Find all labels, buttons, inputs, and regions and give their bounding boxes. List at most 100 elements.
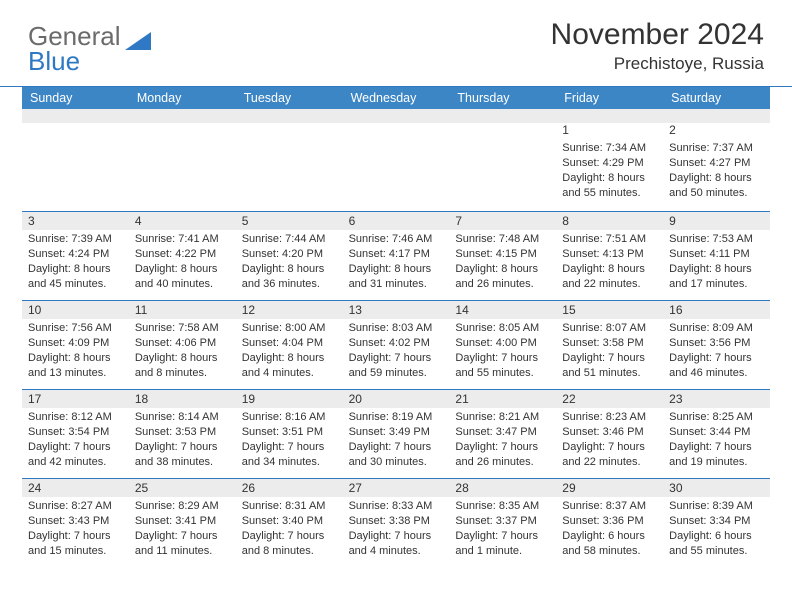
- sunset-text: Sunset: 4:13 PM: [562, 247, 657, 262]
- week-row: 10Sunrise: 7:56 AMSunset: 4:09 PMDayligh…: [22, 300, 770, 389]
- daylight-text: Daylight: 7 hours and 1 minute.: [455, 529, 550, 559]
- daylight-text: Daylight: 8 hours and 26 minutes.: [455, 262, 550, 292]
- sunset-text: Sunset: 3:47 PM: [455, 425, 550, 440]
- dayhead-mon: Monday: [129, 87, 236, 109]
- day-number: 9: [663, 212, 770, 230]
- day-number: 14: [449, 301, 556, 319]
- sunset-text: Sunset: 3:34 PM: [669, 514, 764, 529]
- sunrise-text: Sunrise: 8:12 AM: [28, 410, 123, 425]
- day-cell: 26Sunrise: 8:31 AMSunset: 3:40 PMDayligh…: [236, 479, 343, 567]
- sunset-text: Sunset: 4:20 PM: [242, 247, 337, 262]
- day-body: Sunrise: 8:21 AMSunset: 3:47 PMDaylight:…: [449, 408, 556, 475]
- sunset-text: Sunset: 3:43 PM: [28, 514, 123, 529]
- logo-triangle-icon: [125, 32, 151, 57]
- daylight-text: Daylight: 8 hours and 17 minutes.: [669, 262, 764, 292]
- day-cell: [343, 123, 450, 211]
- sunrise-text: Sunrise: 7:39 AM: [28, 232, 123, 247]
- daylight-text: Daylight: 8 hours and 22 minutes.: [562, 262, 657, 292]
- logo-text: General Blue: [28, 24, 121, 73]
- day-body: Sunrise: 8:27 AMSunset: 3:43 PMDaylight:…: [22, 497, 129, 564]
- day-body: Sunrise: 7:41 AMSunset: 4:22 PMDaylight:…: [129, 230, 236, 297]
- sunrise-text: Sunrise: 7:58 AM: [135, 321, 230, 336]
- daylight-text: Daylight: 8 hours and 55 minutes.: [562, 171, 657, 201]
- week-row: 1Sunrise: 7:34 AMSunset: 4:29 PMDaylight…: [22, 123, 770, 211]
- daylight-text: Daylight: 7 hours and 38 minutes.: [135, 440, 230, 470]
- sunrise-text: Sunrise: 8:35 AM: [455, 499, 550, 514]
- day-body: Sunrise: 7:37 AMSunset: 4:27 PMDaylight:…: [663, 139, 770, 206]
- sunrise-text: Sunrise: 8:39 AM: [669, 499, 764, 514]
- day-cell: 22Sunrise: 8:23 AMSunset: 3:46 PMDayligh…: [556, 390, 663, 478]
- day-cell: 5Sunrise: 7:44 AMSunset: 4:20 PMDaylight…: [236, 212, 343, 300]
- day-number: 19: [236, 390, 343, 408]
- day-cell: 16Sunrise: 8:09 AMSunset: 3:56 PMDayligh…: [663, 301, 770, 389]
- logo-word2: Blue: [28, 46, 80, 76]
- sunrise-text: Sunrise: 8:14 AM: [135, 410, 230, 425]
- day-body: Sunrise: 7:58 AMSunset: 4:06 PMDaylight:…: [129, 319, 236, 386]
- day-cell: 3Sunrise: 7:39 AMSunset: 4:24 PMDaylight…: [22, 212, 129, 300]
- daylight-text: Daylight: 7 hours and 55 minutes.: [455, 351, 550, 381]
- day-body: Sunrise: 8:33 AMSunset: 3:38 PMDaylight:…: [343, 497, 450, 564]
- daylight-text: Daylight: 8 hours and 31 minutes.: [349, 262, 444, 292]
- daylight-text: Daylight: 7 hours and 22 minutes.: [562, 440, 657, 470]
- daylight-text: Daylight: 7 hours and 34 minutes.: [242, 440, 337, 470]
- dayhead-wed: Wednesday: [343, 87, 450, 109]
- day-number: 16: [663, 301, 770, 319]
- sunrise-text: Sunrise: 7:56 AM: [28, 321, 123, 336]
- day-cell: 30Sunrise: 8:39 AMSunset: 3:34 PMDayligh…: [663, 479, 770, 567]
- day-body: Sunrise: 8:07 AMSunset: 3:58 PMDaylight:…: [556, 319, 663, 386]
- day-number: 5: [236, 212, 343, 230]
- sunrise-text: Sunrise: 7:48 AM: [455, 232, 550, 247]
- sunset-text: Sunset: 3:36 PM: [562, 514, 657, 529]
- daylight-text: Daylight: 7 hours and 11 minutes.: [135, 529, 230, 559]
- sunset-text: Sunset: 4:29 PM: [562, 156, 657, 171]
- day-body: [449, 125, 556, 133]
- day-cell: 2Sunrise: 7:37 AMSunset: 4:27 PMDaylight…: [663, 123, 770, 211]
- sunrise-text: Sunrise: 8:07 AM: [562, 321, 657, 336]
- day-body: Sunrise: 7:44 AMSunset: 4:20 PMDaylight:…: [236, 230, 343, 297]
- day-cell: 28Sunrise: 8:35 AMSunset: 3:37 PMDayligh…: [449, 479, 556, 567]
- day-cell: 8Sunrise: 7:51 AMSunset: 4:13 PMDaylight…: [556, 212, 663, 300]
- day-cell: 9Sunrise: 7:53 AMSunset: 4:11 PMDaylight…: [663, 212, 770, 300]
- sunset-text: Sunset: 4:17 PM: [349, 247, 444, 262]
- day-body: Sunrise: 7:51 AMSunset: 4:13 PMDaylight:…: [556, 230, 663, 297]
- title-block: November 2024 Prechistoye, Russia: [551, 18, 764, 74]
- day-cell: 21Sunrise: 8:21 AMSunset: 3:47 PMDayligh…: [449, 390, 556, 478]
- day-cell: [449, 123, 556, 211]
- day-body: Sunrise: 7:34 AMSunset: 4:29 PMDaylight:…: [556, 139, 663, 206]
- daylight-text: Daylight: 8 hours and 36 minutes.: [242, 262, 337, 292]
- day-body: Sunrise: 8:19 AMSunset: 3:49 PMDaylight:…: [343, 408, 450, 475]
- sunrise-text: Sunrise: 7:34 AM: [562, 141, 657, 156]
- sunset-text: Sunset: 3:46 PM: [562, 425, 657, 440]
- day-number: 21: [449, 390, 556, 408]
- day-body: Sunrise: 8:05 AMSunset: 4:00 PMDaylight:…: [449, 319, 556, 386]
- sunset-text: Sunset: 4:04 PM: [242, 336, 337, 351]
- day-cell: 23Sunrise: 8:25 AMSunset: 3:44 PMDayligh…: [663, 390, 770, 478]
- sunset-text: Sunset: 4:09 PM: [28, 336, 123, 351]
- day-cell: 29Sunrise: 8:37 AMSunset: 3:36 PMDayligh…: [556, 479, 663, 567]
- day-body: Sunrise: 8:29 AMSunset: 3:41 PMDaylight:…: [129, 497, 236, 564]
- daylight-text: Daylight: 8 hours and 40 minutes.: [135, 262, 230, 292]
- sunset-text: Sunset: 3:49 PM: [349, 425, 444, 440]
- day-body: [236, 125, 343, 133]
- daylight-text: Daylight: 7 hours and 4 minutes.: [349, 529, 444, 559]
- sunrise-text: Sunrise: 7:53 AM: [669, 232, 764, 247]
- day-number: 12: [236, 301, 343, 319]
- day-body: [343, 125, 450, 133]
- sunrise-text: Sunrise: 8:09 AM: [669, 321, 764, 336]
- sunrise-text: Sunrise: 7:46 AM: [349, 232, 444, 247]
- day-cell: 11Sunrise: 7:58 AMSunset: 4:06 PMDayligh…: [129, 301, 236, 389]
- week-row: 3Sunrise: 7:39 AMSunset: 4:24 PMDaylight…: [22, 211, 770, 300]
- day-number: 18: [129, 390, 236, 408]
- day-cell: 10Sunrise: 7:56 AMSunset: 4:09 PMDayligh…: [22, 301, 129, 389]
- day-number: 13: [343, 301, 450, 319]
- dayhead-tue: Tuesday: [236, 87, 343, 109]
- daylight-text: Daylight: 7 hours and 19 minutes.: [669, 440, 764, 470]
- day-number: 29: [556, 479, 663, 497]
- day-number: 8: [556, 212, 663, 230]
- daylight-text: Daylight: 6 hours and 58 minutes.: [562, 529, 657, 559]
- day-body: Sunrise: 7:48 AMSunset: 4:15 PMDaylight:…: [449, 230, 556, 297]
- day-number: 26: [236, 479, 343, 497]
- sunset-text: Sunset: 3:44 PM: [669, 425, 764, 440]
- day-number: 28: [449, 479, 556, 497]
- day-number: 30: [663, 479, 770, 497]
